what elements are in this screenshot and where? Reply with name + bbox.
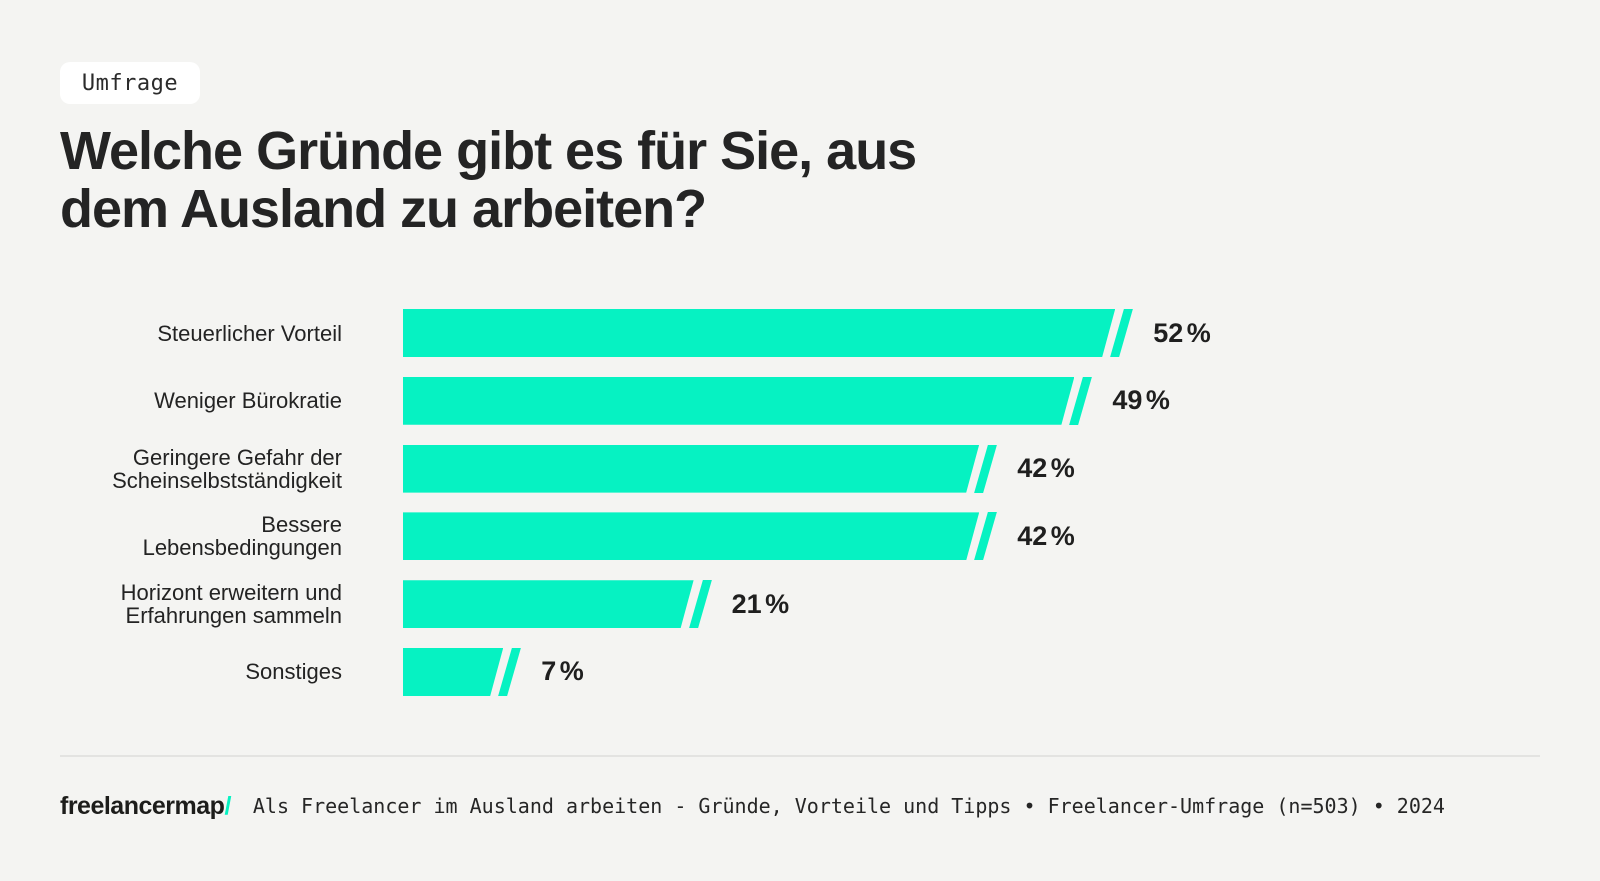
bar-value: 52 %: [1153, 317, 1211, 348]
bar: [403, 377, 1074, 425]
bar-slash-icon: [688, 580, 712, 629]
bar-slash-icon: [974, 512, 998, 561]
bar-track: 49 %: [403, 376, 1170, 425]
bar-label: Bessere Lebensbedingungen: [142, 512, 342, 561]
page-title: Welche Gründe gibt es für Sie, aus dem A…: [60, 121, 917, 239]
bar-slash-icon: [1069, 376, 1093, 425]
bar-track: 21 %: [403, 580, 790, 629]
bar-value: 21 %: [731, 588, 790, 619]
bar-slash-icon: [974, 444, 998, 493]
bar-value: 7 %: [541, 656, 584, 687]
bar-label: Sonstiges: [245, 659, 342, 685]
bar: [403, 648, 503, 696]
bar-row: Steuerlicher Vorteil 52 %: [60, 309, 1211, 357]
bar-label: Horizont erweitern und Erfahrungen samme…: [120, 580, 342, 629]
bar-track: 7 %: [403, 647, 584, 696]
badge-label: Umfrage: [81, 70, 179, 96]
bar-value: 42 %: [1017, 520, 1075, 551]
bar: [403, 309, 1115, 357]
bar-slash-icon: [498, 647, 522, 696]
bar: [403, 512, 979, 560]
bar-label: Steuerlicher Vorteil: [157, 320, 342, 346]
bar-row: Weniger Bürokratie 49 %: [60, 376, 1211, 425]
bar-track: 42 %: [403, 444, 1075, 493]
logo-slash-icon: /: [224, 791, 231, 820]
bar: [403, 580, 694, 628]
bar-row: Sonstiges 7 %: [60, 647, 1211, 696]
footer-divider: [60, 755, 1540, 757]
bar-track: 42 %: [403, 512, 1075, 561]
bar-row: Geringere Gefahr der Scheinselbstständig…: [60, 444, 1211, 493]
bar-value: 49 %: [1112, 385, 1170, 416]
footer: freelancermap/ Als Freelancer im Ausland…: [60, 789, 1445, 823]
bar: [403, 445, 979, 493]
bar-chart: Steuerlicher Vorteil 52 % Weniger Bürokrat…: [60, 309, 1211, 696]
bar-slash-icon: [1110, 309, 1134, 357]
bar-label: Geringere Gefahr der Scheinselbstständig…: [112, 444, 342, 493]
bar-track: 52 %: [403, 309, 1211, 357]
bar-value: 42 %: [1017, 453, 1075, 484]
logo-text: freelancermap: [60, 791, 225, 820]
bar-label: Weniger Bürokratie: [154, 388, 342, 414]
category-badge: Umfrage: [60, 62, 200, 104]
footer-caption: Als Freelancer im Ausland arbeiten - Grü…: [252, 794, 1445, 818]
bar-row: Horizont erweitern und Erfahrungen samme…: [60, 580, 1211, 629]
bar-row: Bessere Lebensbedingungen 42 %: [60, 512, 1211, 561]
freelancermap-logo: freelancermap/: [60, 792, 231, 821]
